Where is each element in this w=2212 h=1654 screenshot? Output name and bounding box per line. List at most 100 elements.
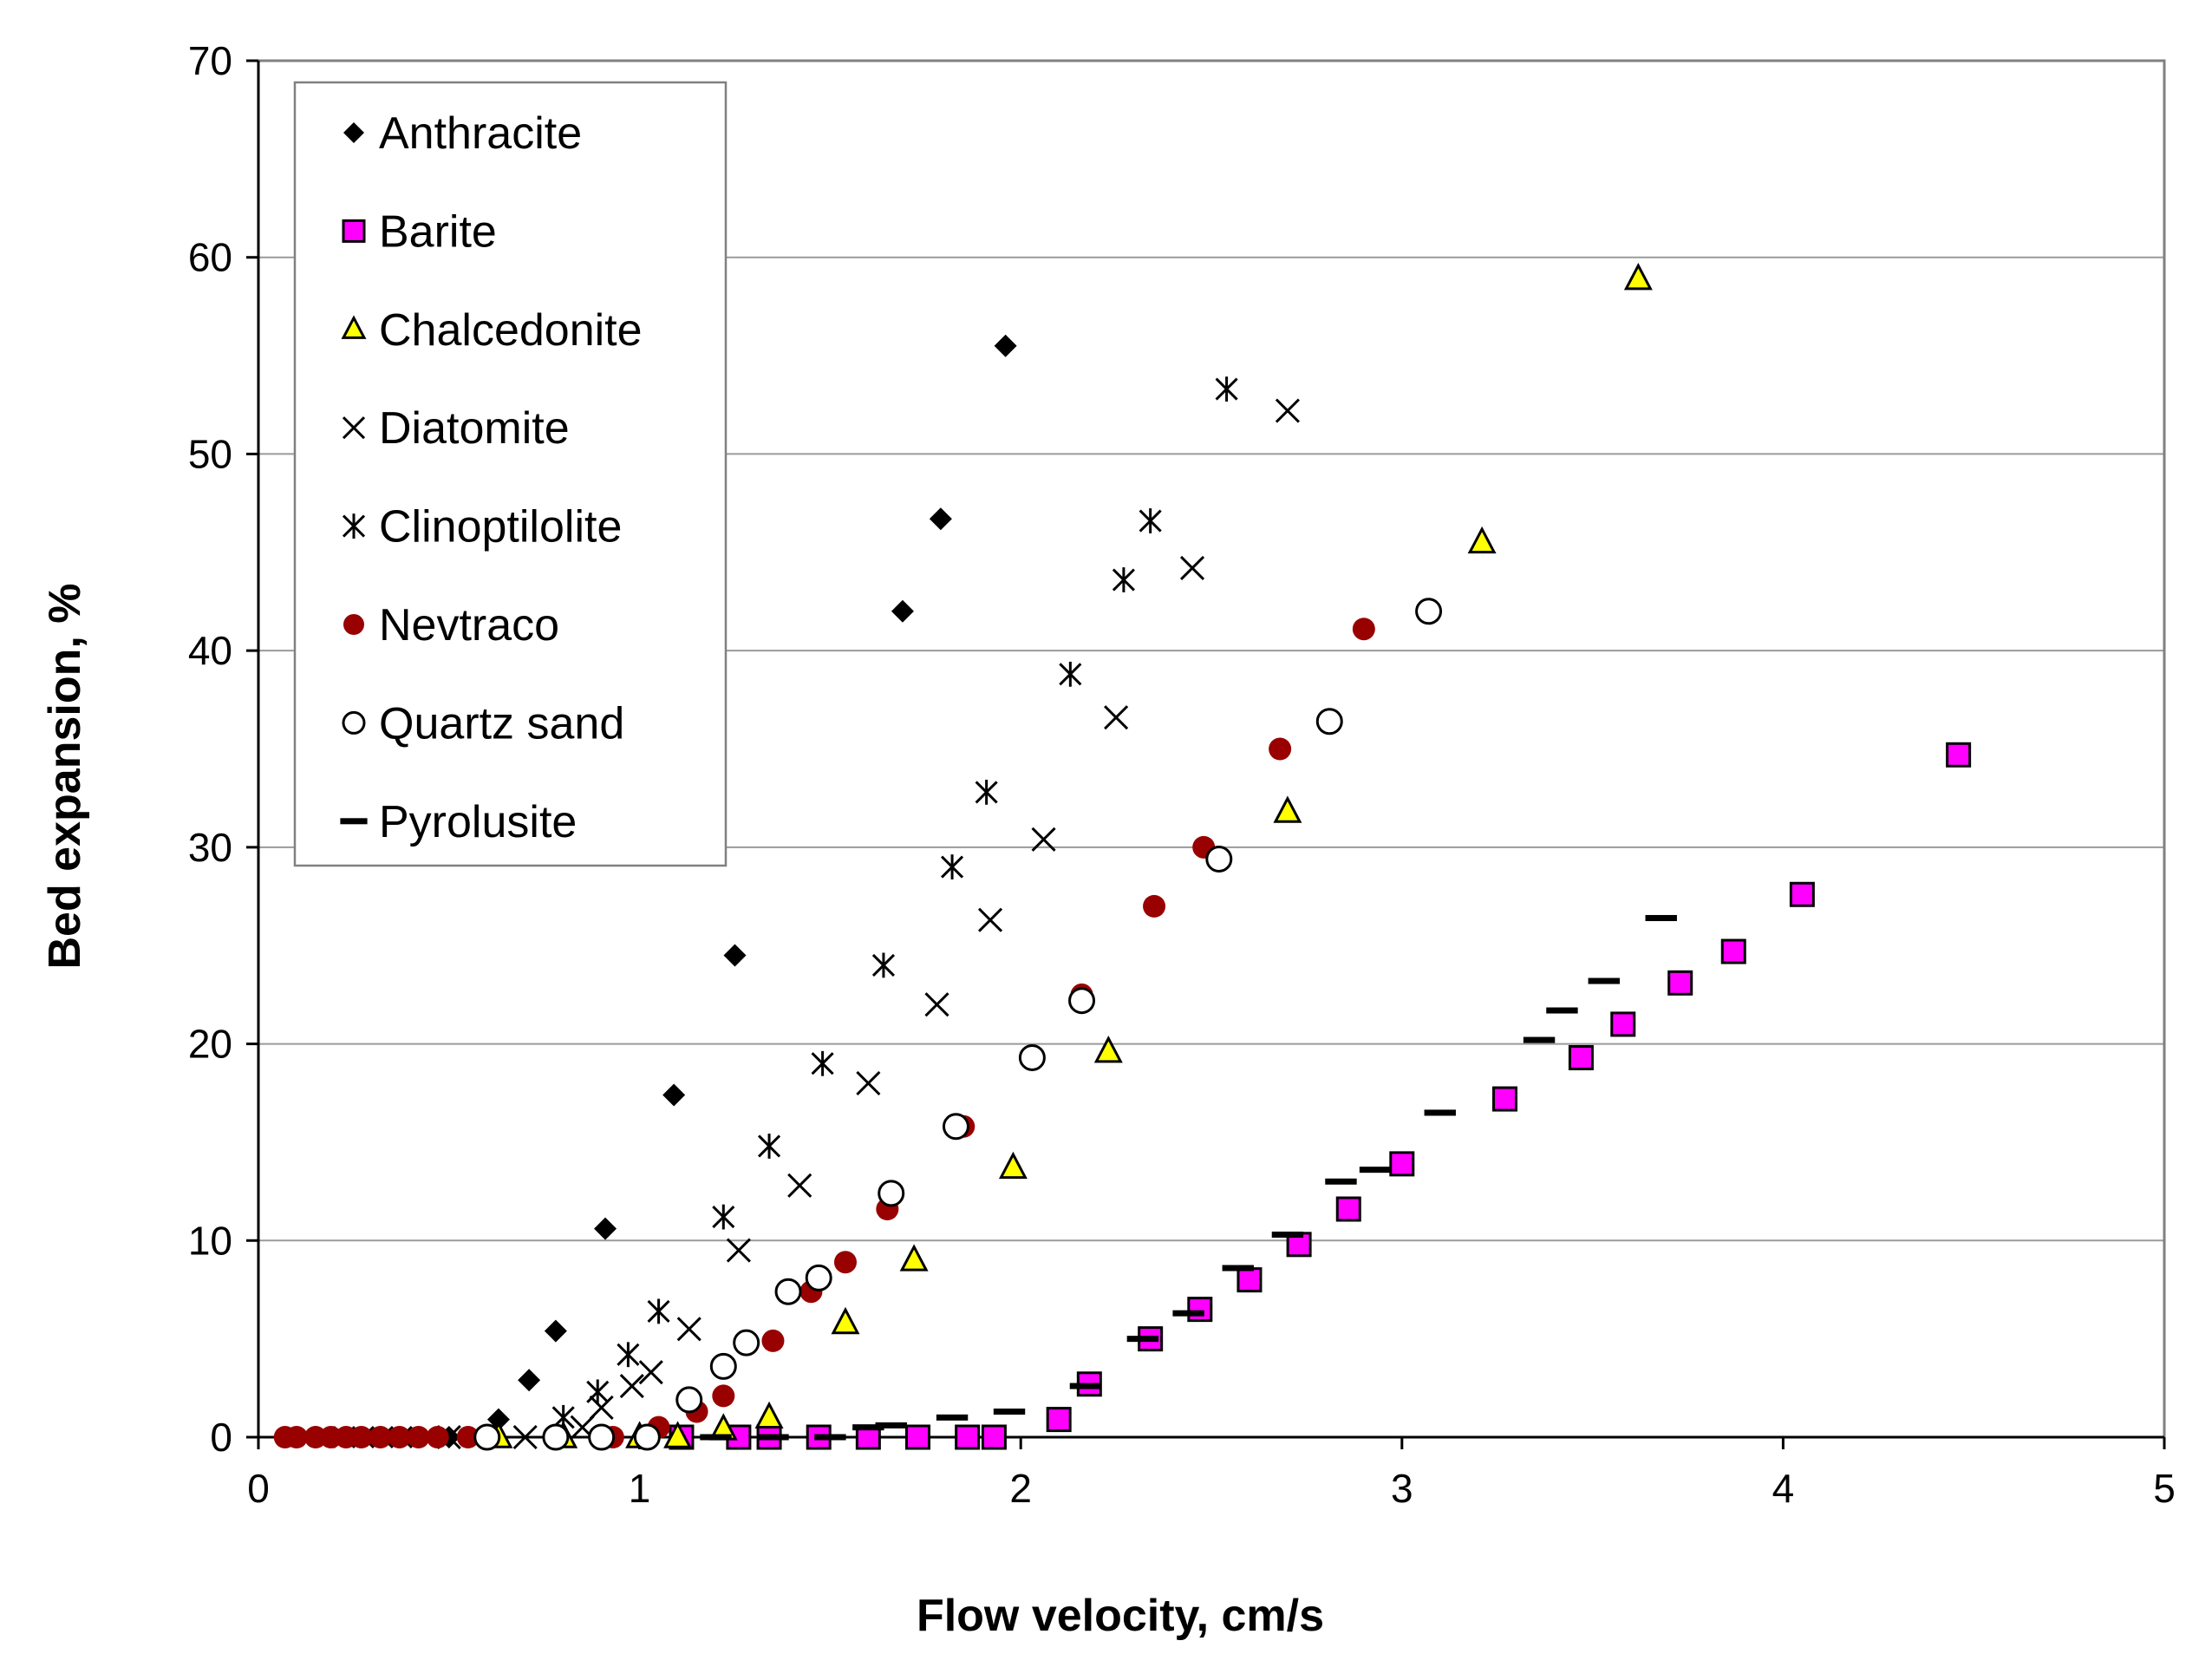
nevtraco-point: [1269, 737, 1292, 761]
legend-item-diatomite: Diatomite: [342, 403, 570, 454]
nevtraco-point: [369, 1426, 392, 1448]
nevtraco-point: [426, 1426, 449, 1448]
pyrolusite-point: [1069, 1383, 1102, 1389]
diatomite-point: [589, 1395, 614, 1421]
quartz-sand-point: [1315, 708, 1343, 735]
nevtraco-point: [349, 1426, 373, 1448]
pyrolusite-point: [936, 1414, 969, 1421]
quartz-sand-point: [588, 1423, 616, 1451]
pyrolusite-point: [993, 1409, 1026, 1415]
clinoptilolite-point: [811, 1050, 834, 1076]
pyrolusite-point: [1172, 1310, 1204, 1317]
pyrolusite-point: [1222, 1265, 1254, 1272]
x-tick-label: 2: [1009, 1466, 1032, 1511]
data-points: [273, 263, 1972, 1451]
y-tick-label: 70: [188, 38, 232, 83]
barite-point: [1335, 1196, 1361, 1222]
barite-point: [1568, 1044, 1594, 1070]
series-diatomite: [436, 398, 1300, 1450]
diatomite-point: [1275, 398, 1300, 423]
legend-item-anthracite: Anthracite: [343, 108, 582, 159]
legend-item-pyrolusite: Pyrolusite: [340, 797, 577, 847]
pyrolusite-point: [1424, 1109, 1456, 1116]
y-tick-label: 0: [210, 1415, 232, 1460]
diatomite-point: [1179, 555, 1205, 580]
x-axis-title: Flow velocity, cm/s: [917, 1591, 1324, 1641]
quartz-sand-point: [805, 1264, 832, 1291]
legend-marker-nevtraco: [343, 614, 364, 635]
barite-point: [1610, 1011, 1636, 1037]
quartz-sand-point: [709, 1352, 737, 1380]
clinoptilolite-point: [871, 952, 896, 978]
pyrolusite-point: [1523, 1036, 1556, 1043]
x-tick-label: 3: [1391, 1466, 1413, 1511]
y-tick-label: 20: [188, 1022, 232, 1067]
barite-point: [1237, 1267, 1263, 1293]
diatomite-point: [638, 1360, 663, 1385]
nevtraco-point: [761, 1329, 785, 1352]
legend-marker-clinoptilolite: [342, 513, 366, 539]
nevtraco-point: [1143, 894, 1166, 918]
quartz-sand-point: [774, 1278, 802, 1305]
pyrolusite-point: [1271, 1231, 1304, 1238]
pyrolusite-point: [1126, 1336, 1159, 1343]
chalcedonite-point: [1623, 263, 1653, 291]
nevtraco-point: [712, 1384, 735, 1408]
chalcedonite-point: [754, 1401, 784, 1429]
clinoptilolite-point: [758, 1134, 781, 1159]
quartz-sand-point: [1205, 845, 1233, 873]
clinoptilolite-point: [712, 1204, 735, 1230]
x-tick-label: 0: [247, 1466, 270, 1511]
axes: [257, 59, 2166, 1439]
diatomite-point: [1104, 705, 1129, 730]
barite-point: [1389, 1151, 1415, 1177]
quartz-sand-point: [633, 1423, 661, 1451]
series-quartz-sand: [473, 598, 1443, 1451]
chalcedonite-point: [1273, 795, 1302, 823]
anthracite-point: [929, 507, 952, 531]
legend: Anthracite Barite Chalcedonite Diatomite Cli…: [293, 81, 728, 867]
y-tick-label: 30: [188, 825, 232, 870]
legend-label-anthracite: Anthracite: [379, 108, 582, 159]
clinoptilolite-point: [1139, 508, 1162, 533]
anthracite-point: [662, 1083, 686, 1107]
legend-item-barite: Barite: [342, 206, 497, 257]
quartz-sand-point: [1068, 987, 1096, 1015]
series-nevtraco: [273, 618, 1375, 1448]
clinoptilolite-point: [1059, 661, 1082, 687]
barite-point: [1946, 742, 1972, 768]
anthracite-point: [994, 334, 1017, 357]
pyrolusite-point: [700, 1434, 732, 1441]
y-tick-label: 60: [188, 235, 232, 280]
diatomite-point: [512, 1424, 538, 1450]
chalcedonite-point: [998, 1151, 1028, 1180]
anthracite-point: [594, 1217, 617, 1240]
pyrolusite-point: [814, 1434, 846, 1441]
legend-marker-barite: [342, 219, 366, 243]
legend-label-chalcedonite: Chalcedonite: [379, 305, 643, 356]
legend-label-pyrolusite: Pyrolusite: [379, 797, 577, 847]
legend-item-nevtraco: Nevtraco: [343, 600, 559, 650]
pyrolusite-point: [757, 1434, 789, 1441]
nevtraco-point: [1352, 618, 1375, 641]
nevtraco-point: [456, 1426, 480, 1448]
clinoptilolite-point: [586, 1379, 610, 1405]
nevtraco-point: [388, 1426, 411, 1448]
legend-label-nevtraco: Nevtraco: [379, 600, 559, 650]
pyrolusite-point: [1588, 977, 1620, 984]
chalcedonite-point: [831, 1306, 860, 1335]
clinoptilolite-point: [617, 1342, 640, 1368]
legend-label-clinoptilolite: Clinoptilolite: [379, 502, 622, 552]
legend-box: [293, 81, 728, 867]
pyrolusite-point: [875, 1422, 907, 1428]
x-tick-label: 1: [629, 1466, 651, 1511]
legend-label-barite: Barite: [379, 206, 497, 257]
legend-marker-chalcedonite: [341, 315, 367, 339]
quartz-sand-point: [473, 1423, 501, 1451]
y-tick-label: 50: [188, 431, 232, 476]
clinoptilolite-point: [1112, 567, 1135, 592]
chalcedonite-point: [1093, 1036, 1123, 1063]
diatomite-point: [676, 1317, 701, 1342]
legend-marker-diatomite: [342, 416, 366, 440]
y-axis-title: Bed expansion, %: [40, 584, 90, 970]
